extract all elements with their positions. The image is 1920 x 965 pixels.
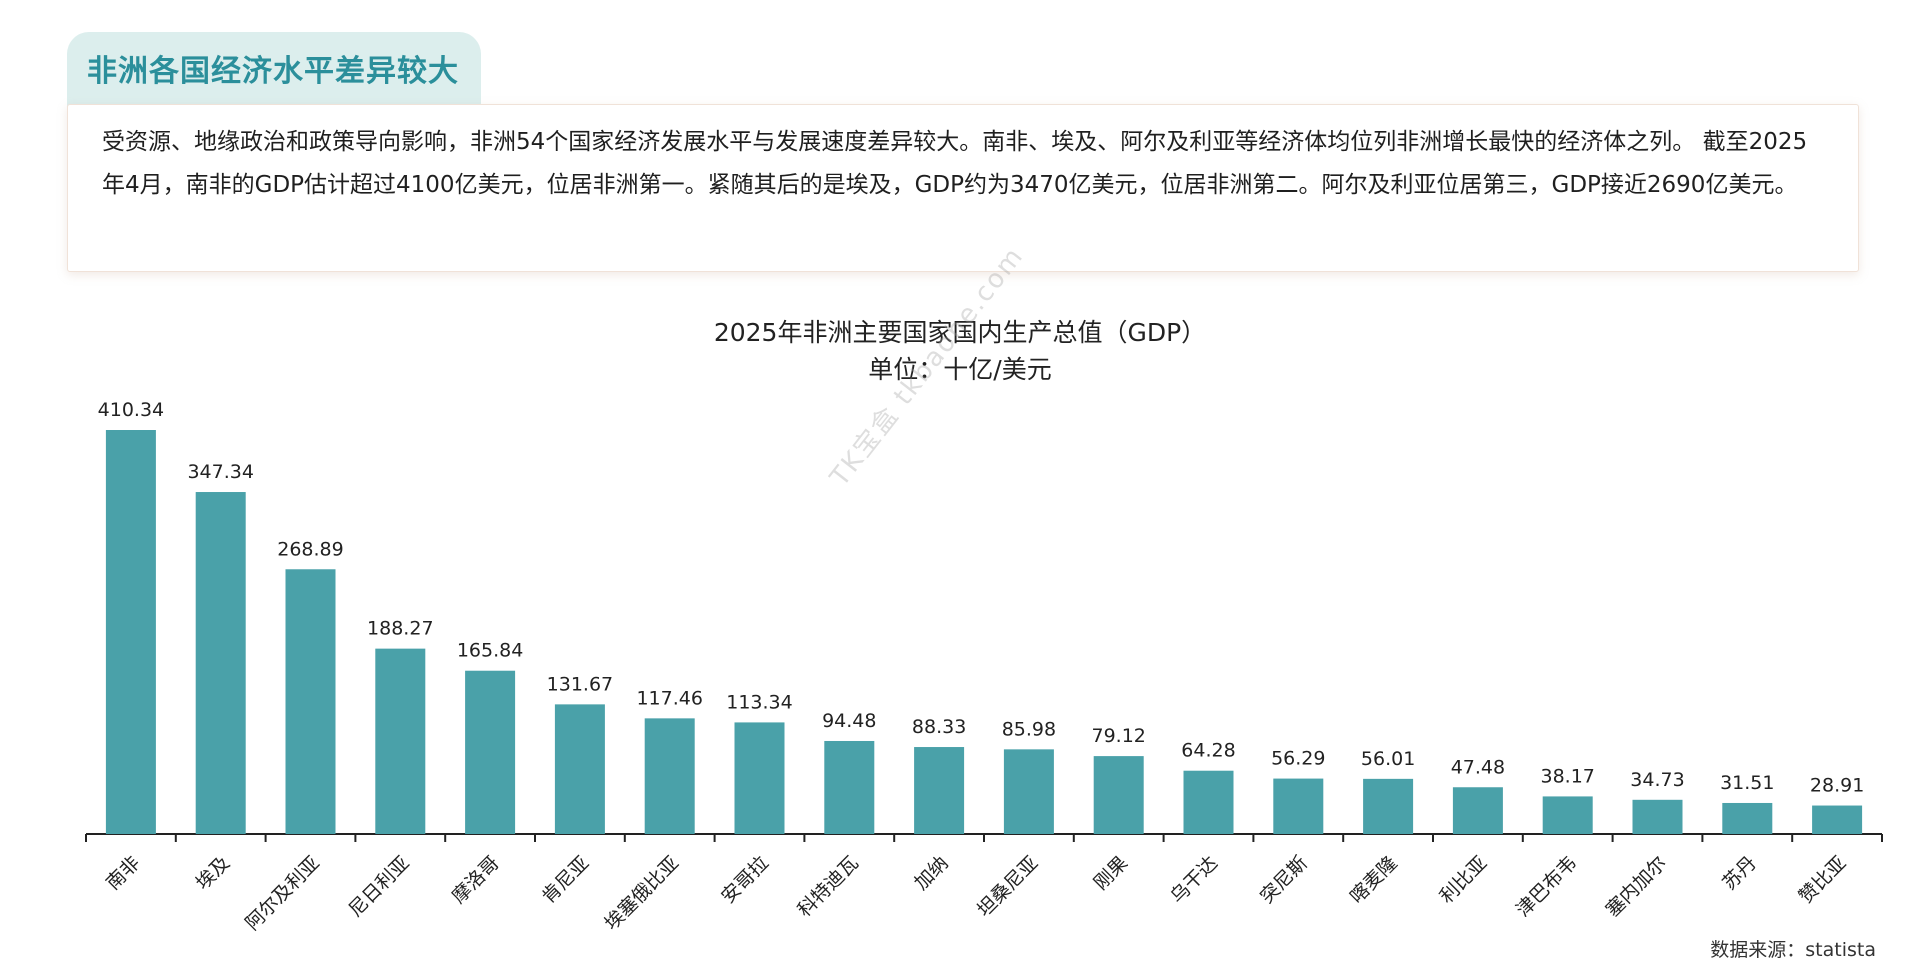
section-header-tab: 非洲各国经济水平差异较大	[67, 32, 481, 112]
bar-value-label: 113.34	[726, 691, 792, 713]
bar-value-label: 56.29	[1271, 748, 1325, 770]
x-tick-label: 刚果	[1090, 852, 1132, 894]
x-tick-label: 坦桑尼亚	[973, 852, 1042, 921]
x-tick-label: 利比亚	[1436, 852, 1492, 908]
bar	[734, 722, 785, 834]
bar-value-label: 64.28	[1181, 740, 1235, 762]
bar	[465, 670, 516, 834]
x-tick-label: 安哥拉	[717, 852, 773, 908]
summary-box: 受资源、地缘政治和政策导向影响，非洲54个国家经济发展水平与发展速度差异较大。南…	[67, 104, 1859, 272]
x-tick-label: 埃塞俄比亚	[600, 852, 683, 935]
bar-value-label: 31.51	[1720, 772, 1774, 794]
bar-value-label: 410.34	[98, 399, 164, 421]
bar	[105, 430, 156, 834]
bar-value-label: 94.48	[822, 710, 876, 732]
bar	[1812, 805, 1863, 834]
bar	[1632, 799, 1683, 834]
x-tick-label: 尼日利亚	[345, 852, 414, 921]
section-title: 非洲各国经济水平差异较大	[87, 54, 459, 89]
bar-value-label: 88.33	[912, 716, 966, 738]
bar	[1273, 778, 1324, 834]
bar	[644, 718, 695, 834]
bar-value-label: 268.89	[277, 538, 343, 560]
data-source: 数据来源：statista	[1710, 939, 1876, 961]
bar	[1722, 802, 1773, 834]
x-tick-label: 塞内加尔	[1602, 852, 1671, 921]
bar-value-label: 347.34	[187, 461, 253, 483]
bar	[1363, 778, 1414, 834]
x-tick-label: 南非	[102, 852, 144, 894]
x-tick-label: 摩洛哥	[448, 852, 504, 908]
bar-value-label: 47.48	[1451, 756, 1505, 778]
bar	[285, 569, 336, 834]
bar-value-label: 188.27	[367, 618, 433, 640]
bar-value-label: 165.84	[457, 640, 523, 662]
bar	[554, 704, 605, 834]
bar	[1183, 770, 1234, 834]
x-tick-label: 苏丹	[1718, 852, 1760, 894]
bar-value-label: 79.12	[1091, 725, 1145, 747]
bar-value-label: 28.91	[1810, 775, 1864, 797]
bar	[375, 648, 426, 834]
bar	[1003, 749, 1054, 834]
bar	[914, 747, 965, 834]
bar-value-label: 85.98	[1002, 718, 1056, 740]
x-tick-label: 喀麦隆	[1346, 852, 1402, 908]
x-tick-label: 赞比亚	[1795, 852, 1851, 908]
bar	[824, 740, 875, 834]
bar-value-label: 117.46	[636, 687, 702, 709]
chart-subtitle: 单位：十亿/美元	[868, 355, 1052, 384]
x-tick-label: 突尼斯	[1256, 852, 1312, 908]
x-tick-label: 科特迪瓦	[794, 852, 863, 921]
bar-value-label: 34.73	[1630, 769, 1684, 791]
x-tick-label: 阿尔及利亚	[241, 852, 324, 935]
summary-text: 受资源、地缘政治和政策导向影响，非洲54个国家经济发展水平与发展速度差异较大。南…	[102, 129, 1808, 198]
bar-value-label: 38.17	[1540, 765, 1594, 787]
x-tick-label: 加纳	[910, 852, 952, 894]
x-tick-label: 乌干达	[1166, 852, 1222, 908]
x-tick-label: 津巴布韦	[1512, 852, 1581, 921]
bar-value-label: 56.01	[1361, 748, 1415, 770]
chart-title: 2025年非洲主要国家国内生产总值（GDP）	[713, 318, 1207, 347]
bar	[1093, 756, 1144, 834]
bar	[1452, 787, 1503, 834]
x-tick-label: 埃及	[192, 852, 234, 894]
x-tick-label: 肯尼亚	[538, 852, 594, 908]
bar	[195, 492, 246, 834]
bar	[1542, 796, 1593, 834]
bar-value-label: 131.67	[547, 673, 613, 695]
